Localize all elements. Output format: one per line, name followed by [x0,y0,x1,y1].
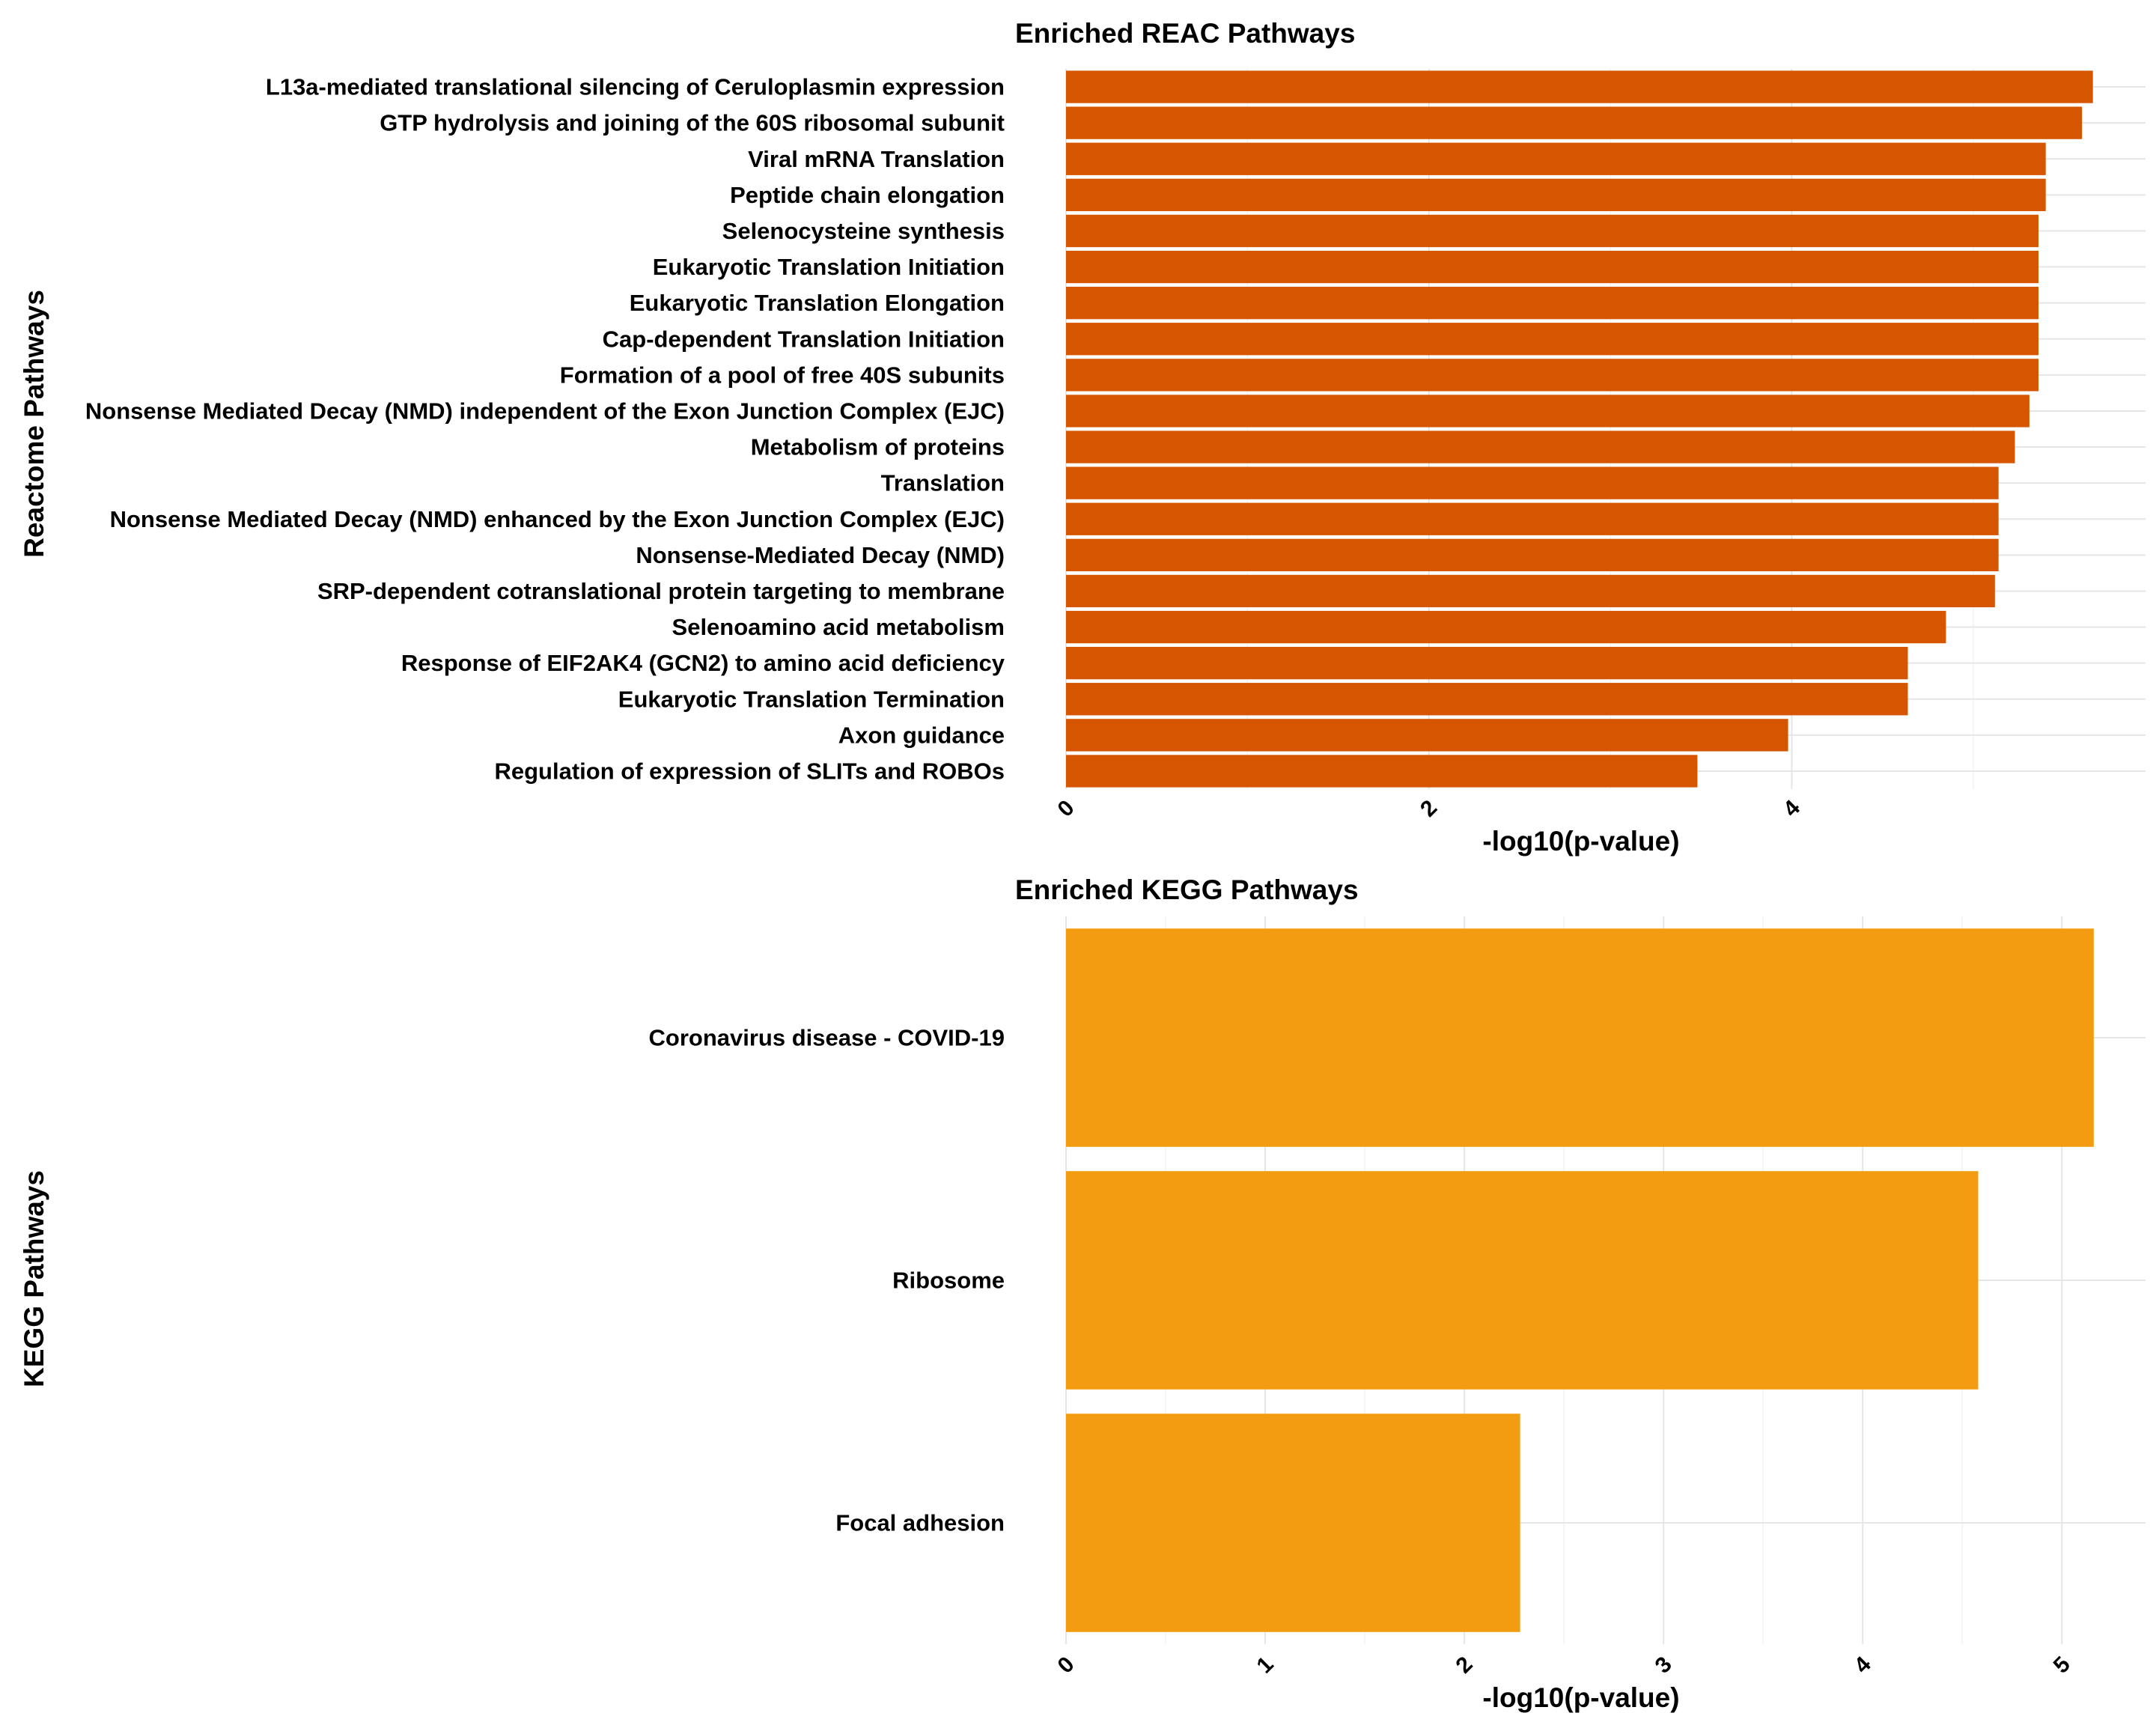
reac-category-label: Axon guidance [838,722,1005,748]
reac-bar [1066,719,1788,752]
reac-y-axis-title: Reactome Pathways [19,290,49,558]
reac-bar [1066,502,1999,535]
reac-bar [1066,395,2029,428]
kegg-y-axis-title: KEGG Pathways [19,1170,49,1387]
reac-category-labels: L13a-mediated translational silencing of… [85,74,1005,785]
reac-category-label: Eukaryotic Translation Initiation [653,254,1005,280]
reac-category-label: GTP hydrolysis and joining of the 60S ri… [380,110,1005,136]
reac-category-label: Eukaryotic Translation Elongation [630,290,1005,316]
reac-category-label: L13a-mediated translational silencing of… [266,74,1005,100]
reac-category-label: Metabolism of proteins [751,434,1005,460]
reac-bar [1066,287,2039,320]
reac-bar [1066,359,2039,392]
reac-category-label: Nonsense-Mediated Decay (NMD) [636,542,1005,568]
reac-category-label: Regulation of expression of SLITs and RO… [494,758,1005,784]
reac-category-label: Eukaryotic Translation Termination [618,686,1005,712]
kegg-bar [1066,1414,1520,1632]
reac-category-label: Viral mRNA Translation [748,146,1005,172]
kegg-category-label: Coronavirus disease - COVID-19 [649,1025,1005,1051]
reac-bar [1066,683,1908,716]
reac-category-label: Translation [881,470,1005,496]
kegg-chart-title: Enriched KEGG Pathways [1015,874,1359,905]
reac-bar [1066,431,2015,463]
reac-bar [1066,647,1908,680]
reac-bar [1066,142,2046,175]
kegg-category-label: Ribosome [892,1268,1005,1294]
reac-bar [1066,574,1995,608]
reac-category-label: SRP-dependent cotranslational protein ta… [317,578,1005,604]
kegg-bars [1066,928,2094,1632]
kegg-bar [1066,928,2094,1147]
reac-bar [1066,250,2039,284]
reac-category-label: Selenocysteine synthesis [722,218,1005,244]
reac-category-label: Selenoamino acid metabolism [672,614,1005,640]
kegg-x-axis-title: -log10(p-value) [1482,1682,1679,1713]
reac-category-label: Cap-dependent Translation Initiation [603,326,1005,352]
reac-bar [1066,106,2083,139]
reac-bar [1066,755,1698,788]
reac-chart-title: Enriched REAC Pathways [1015,18,1355,49]
reac-bar [1066,178,2046,211]
reac-category-label: Nonsense Mediated Decay (NMD) independen… [85,398,1005,424]
reac-bar [1066,323,2039,356]
reac-bar [1066,70,2093,103]
reac-category-label: Response of EIF2AK4 (GCN2) to amino acid… [401,650,1005,676]
kegg-category-labels: Coronavirus disease - COVID-19 Ribosome Fo… [649,1025,1005,1536]
kegg-chart-panel: Enriched KEGG Pathways -log10(p-value) K… [19,874,2146,1713]
reac-category-label: Peptide chain elongation [730,182,1005,208]
reac-x-axis-title: -log10(p-value) [1482,826,1679,857]
reac-category-label: Nonsense Mediated Decay (NMD) enhanced b… [110,506,1005,532]
reac-category-label: Formation of a pool of free 40S subunits [560,362,1005,388]
kegg-bar [1066,1171,1979,1390]
reac-bars [1066,70,2093,788]
kegg-category-label: Focal adhesion [835,1510,1005,1536]
reac-bar [1066,538,1999,571]
reac-bar [1066,466,1999,499]
reac-chart-panel: Enriched REAC Pathways -log10(p-value) R… [19,18,2146,857]
reac-bar [1066,610,1946,644]
reac-bar [1066,214,2039,248]
